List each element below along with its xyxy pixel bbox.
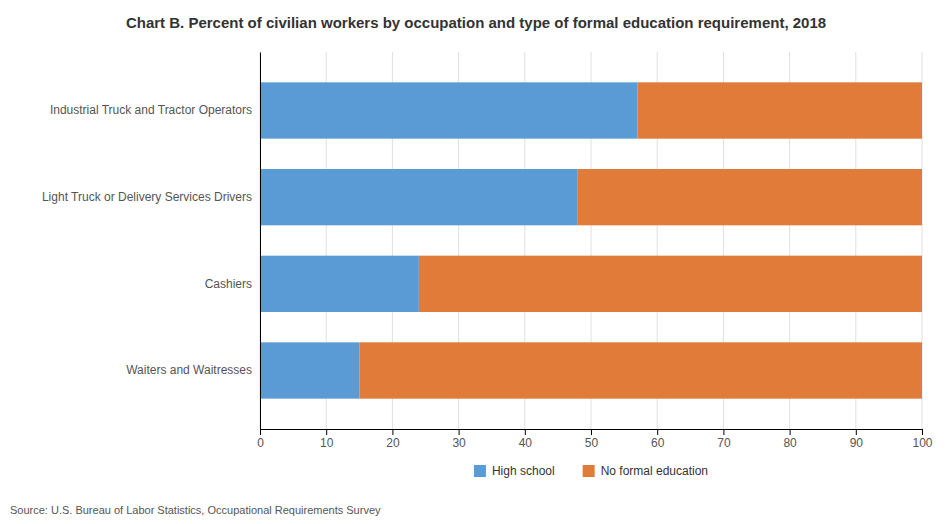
x-axis: 0 10 20 30 40 50 60 70 80 90 100	[257, 429, 933, 450]
legend-item: High school	[474, 464, 555, 478]
x-tick-label: 100	[912, 436, 932, 450]
x-tick: 60	[651, 429, 665, 450]
x-tick-mark	[657, 429, 658, 435]
x-tick: 90	[850, 429, 864, 450]
y-tick-label: Light Truck or Delivery Services Drivers	[42, 190, 252, 204]
x-tick: 0	[257, 429, 264, 450]
bar	[260, 169, 578, 225]
bar	[260, 82, 637, 138]
grid	[260, 52, 922, 429]
x-tick-mark	[525, 429, 526, 435]
bar	[359, 342, 922, 398]
x-tick-label: 60	[651, 436, 665, 450]
y-tick-label: Waiters and Waitresses	[126, 363, 252, 377]
y-tick: Light Truck or Delivery Services Drivers	[42, 190, 252, 204]
x-tick-label: 30	[452, 436, 466, 450]
y-axis: Industrial Truck and Tractor Operators Li…	[42, 53, 261, 430]
x-tick-mark	[723, 429, 724, 435]
x-tick: 10	[320, 429, 334, 450]
x-tick-label: 0	[257, 436, 264, 450]
x-tick-label: 70	[717, 436, 731, 450]
legend-swatch	[583, 465, 595, 477]
bar	[419, 256, 922, 312]
y-tick: Waiters and Waitresses	[126, 363, 252, 377]
bar	[578, 169, 922, 225]
y-tick: Cashiers	[205, 277, 252, 291]
x-tick: 50	[585, 429, 599, 450]
y-tick-label: Cashiers	[205, 277, 252, 291]
legend-item: No formal education	[583, 464, 708, 478]
x-tick-mark	[326, 429, 327, 435]
x-tick: 30	[452, 429, 466, 450]
x-tick-mark	[856, 429, 857, 435]
x-tick-mark	[459, 429, 460, 435]
x-tick-label: 50	[585, 436, 599, 450]
legend: High school No formal education	[474, 464, 708, 478]
x-tick: 70	[717, 429, 731, 450]
x-tick-mark	[392, 429, 393, 435]
x-tick: 80	[783, 429, 797, 450]
x-tick-mark	[790, 429, 791, 435]
bar	[260, 256, 419, 312]
bars	[260, 82, 922, 398]
x-tick: 40	[519, 429, 533, 450]
x-tick: 20	[386, 429, 400, 450]
y-tick: Industrial Truck and Tractor Operators	[50, 103, 252, 117]
bar	[260, 342, 359, 398]
x-tick-mark	[591, 429, 592, 435]
x-axis-line	[261, 430, 923, 436]
source-note: Source: U.S. Bureau of Labor Statistics,…	[10, 504, 381, 516]
legend-label: No formal education	[601, 464, 708, 478]
y-tick-label: Industrial Truck and Tractor Operators	[50, 103, 252, 117]
legend-label: High school	[492, 464, 555, 478]
y-axis-line	[260, 53, 261, 430]
x-tick-label: 80	[783, 436, 797, 450]
grid-line	[260, 52, 261, 429]
x-tick-label: 20	[386, 436, 400, 450]
x-tick-label: 10	[320, 436, 334, 450]
title: Chart B. Percent of civilian workers by …	[126, 14, 826, 31]
x-tick-label: 40	[519, 436, 533, 450]
x-tick-label: 90	[850, 436, 864, 450]
series	[359, 82, 922, 398]
bar	[637, 82, 922, 138]
x-tick: 100	[912, 429, 932, 450]
chart-container: 0 10 20 30 40 50 60 70 80 90 100 Industrial Truck a…	[0, 0, 952, 524]
chart-svg: 0 10 20 30 40 50 60 70 80 90 100 Industrial Truck a…	[0, 0, 952, 524]
legend-swatch	[474, 465, 486, 477]
x-tick-mark	[260, 429, 261, 435]
x-tick-mark	[922, 429, 923, 435]
